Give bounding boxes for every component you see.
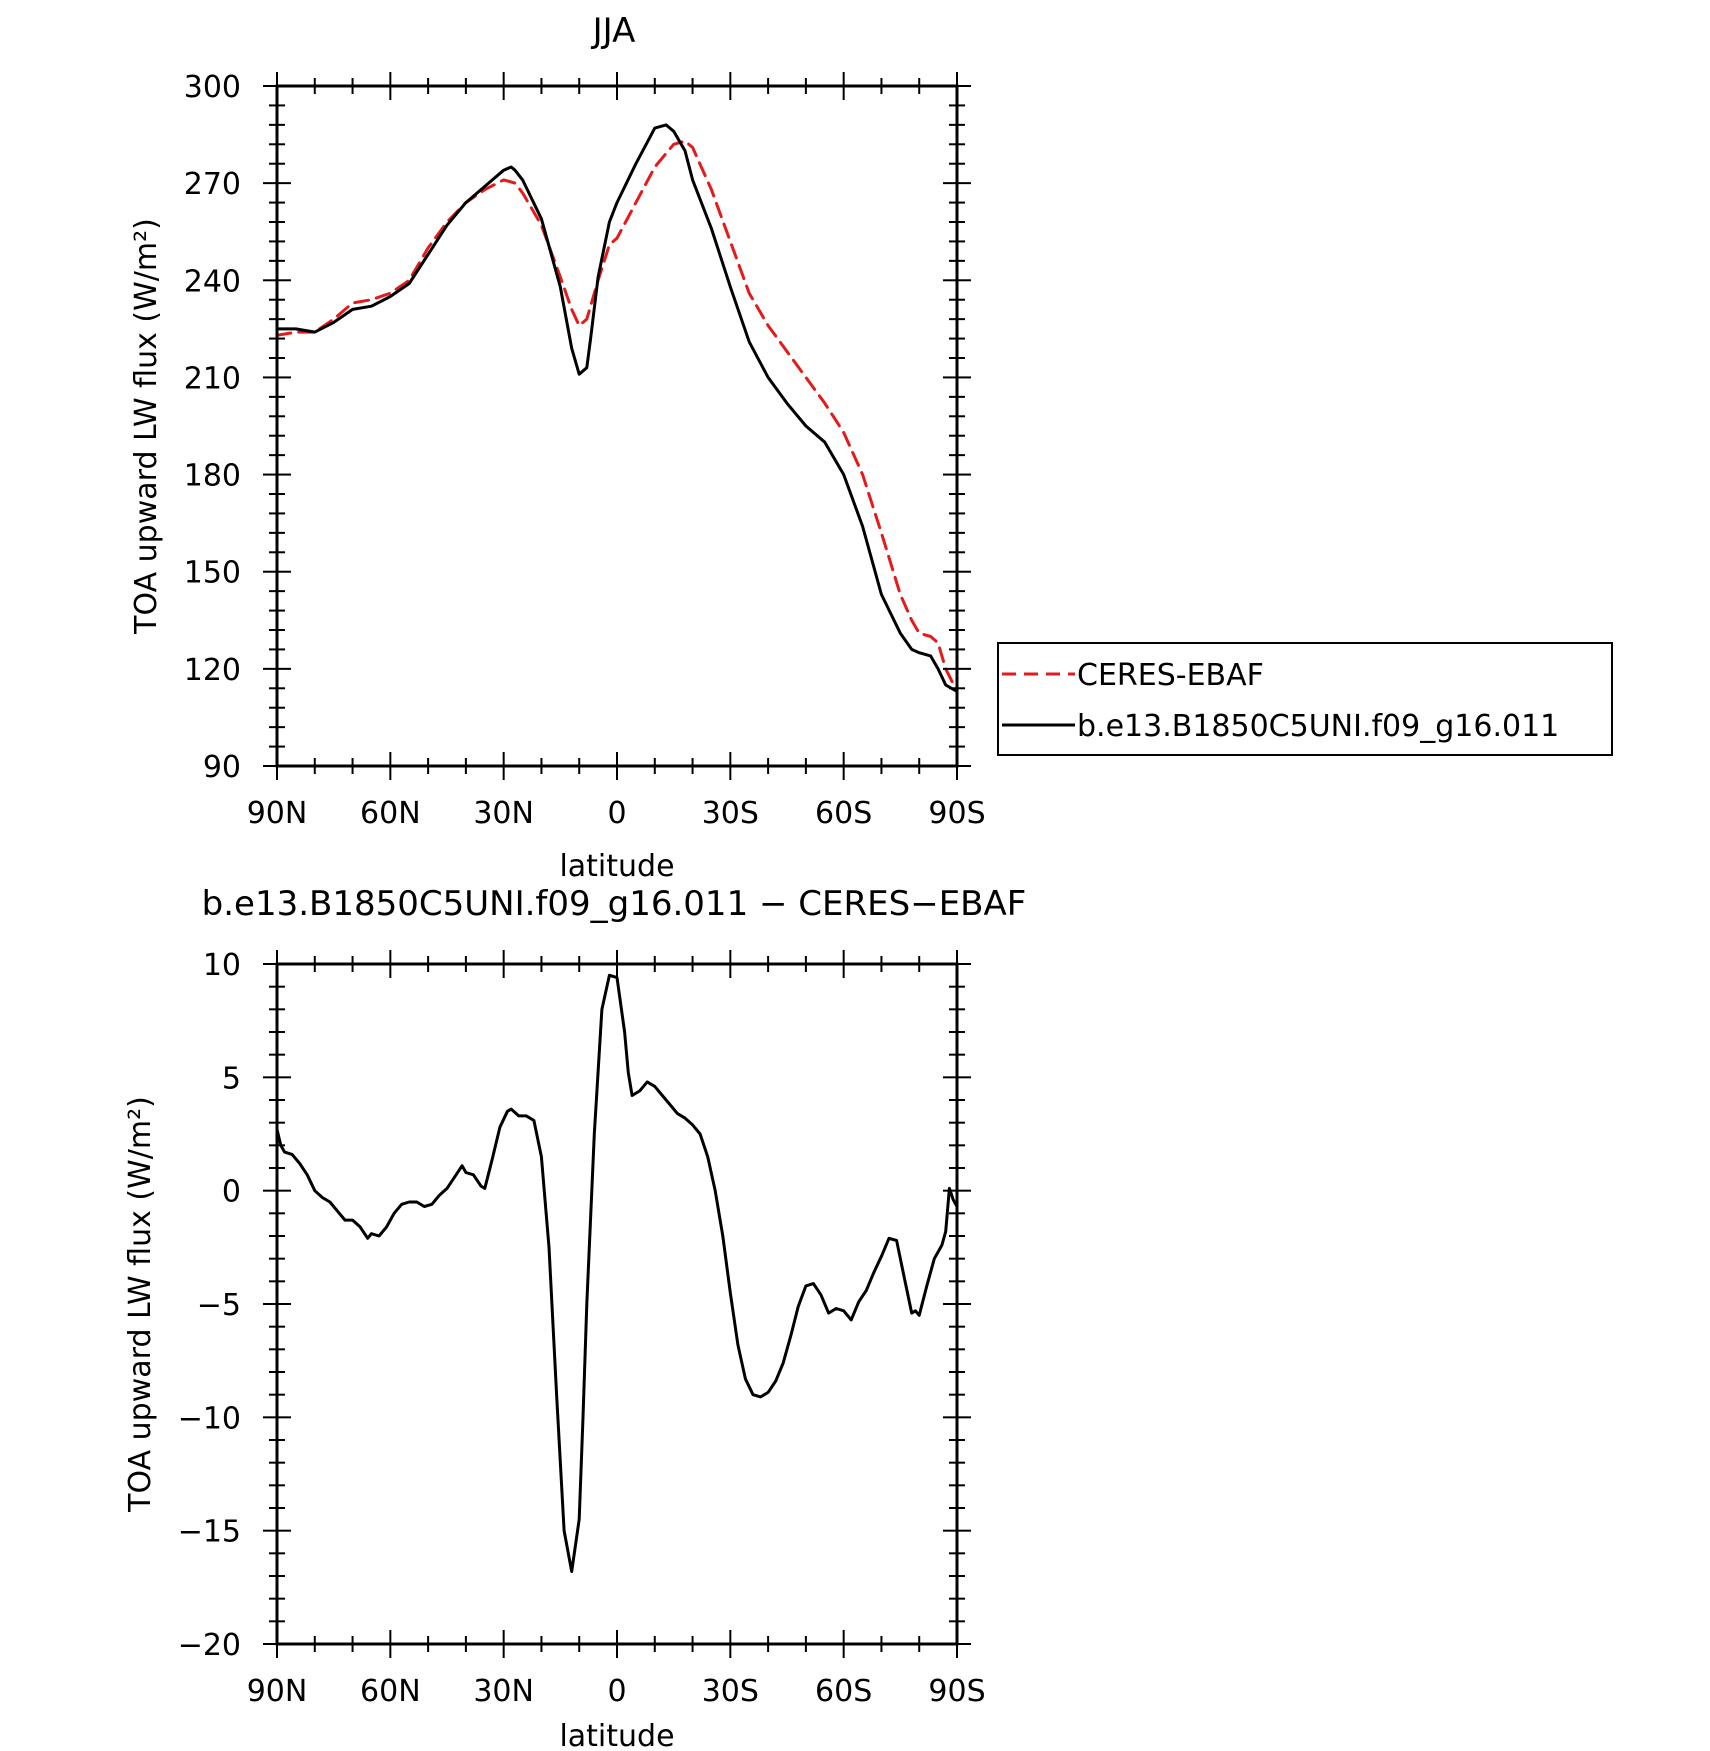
top-x-tick-label: 30N (473, 796, 534, 831)
top-x-tick-label: 90N (247, 796, 308, 831)
bottom-y-tick-labels: −20 −15 −10 −5 0 5 10 (178, 948, 241, 1663)
bottom-y-tick-label: −10 (178, 1401, 241, 1436)
bottom-x-tick-label: 30N (473, 1674, 534, 1709)
top-x-tick-labels: 90N 60N 30N 0 30S 60S 90S (247, 796, 986, 831)
top-y-tick-label: 90 (203, 750, 241, 785)
top-x-tick-label: 60N (360, 796, 421, 831)
top-y-axis-label: TOA upward LW flux (W/m²) (129, 218, 164, 635)
top-x-axis-label: latitude (559, 849, 674, 884)
bottom-y-tick-label: 0 (222, 1175, 241, 1210)
top-y-tick-label: 270 (184, 167, 241, 202)
bottom-chart-title: b.e13.B1850C5UNI.f09_g16.011 − CERES−EBA… (202, 884, 1027, 924)
top-series-layer (275, 123, 959, 693)
top-x-tick-label: 30S (702, 796, 759, 831)
bottom-y-tick-label: −20 (178, 1628, 241, 1663)
top-x-tick-label: 60S (815, 796, 872, 831)
bottom-axis-ticks (263, 950, 971, 1658)
legend-box (997, 642, 1613, 756)
top-y-tick-label: 240 (184, 264, 241, 299)
bottom-x-tick-label: 90N (247, 1674, 308, 1709)
bottom-y-tick-label: −5 (197, 1288, 241, 1323)
legend: CERES-EBAF b.e13.B1850C5UNI.f09_g16.011 (997, 642, 1613, 756)
top-y-tick-labels: 90 120 150 180 210 240 270 300 (184, 70, 241, 785)
bottom-y-tick-label: 5 (222, 1061, 241, 1096)
top-y-tick-label: 180 (184, 459, 241, 494)
bottom-y-tick-label: 10 (203, 948, 241, 983)
bottom-x-axis-label: latitude (559, 1719, 674, 1751)
top-panel: JJA 90 120 150 180 210 240 270 300 90N 60N 30N 0 30… (129, 11, 1613, 884)
top-y-tick-label: 300 (184, 70, 241, 105)
bottom-x-tick-label: 90S (928, 1674, 985, 1709)
bottom-y-axis-label: TOA upward LW flux (W/m²) (123, 1096, 158, 1513)
top-series-line-0 (275, 139, 959, 693)
bottom-y-tick-label: −15 (178, 1515, 241, 1550)
bottom-x-tick-label: 60N (360, 1674, 421, 1709)
top-y-tick-label: 120 (184, 653, 241, 688)
legend-label-ceres-ebaf: CERES-EBAF (1077, 658, 1264, 693)
top-x-tick-label: 90S (928, 796, 985, 831)
bottom-x-tick-label: 0 (607, 1674, 626, 1709)
top-axis-ticks (263, 72, 971, 780)
top-y-tick-label: 210 (184, 361, 241, 396)
top-y-tick-label: 150 (184, 556, 241, 591)
bottom-x-tick-labels: 90N 60N 30N 0 30S 60S 90S (247, 1674, 986, 1709)
legend-label-model: b.e13.B1850C5UNI.f09_g16.011 (1077, 709, 1559, 744)
bottom-x-tick-label: 60S (815, 1674, 872, 1709)
bottom-panel: b.e13.B1850C5UNI.f09_g16.011 − CERES−EBA… (123, 884, 1026, 1751)
bottom-x-tick-label: 30S (702, 1674, 759, 1709)
top-series-line-1 (275, 123, 959, 693)
top-chart-title: JJA (591, 11, 636, 51)
top-x-tick-label: 0 (607, 796, 626, 831)
